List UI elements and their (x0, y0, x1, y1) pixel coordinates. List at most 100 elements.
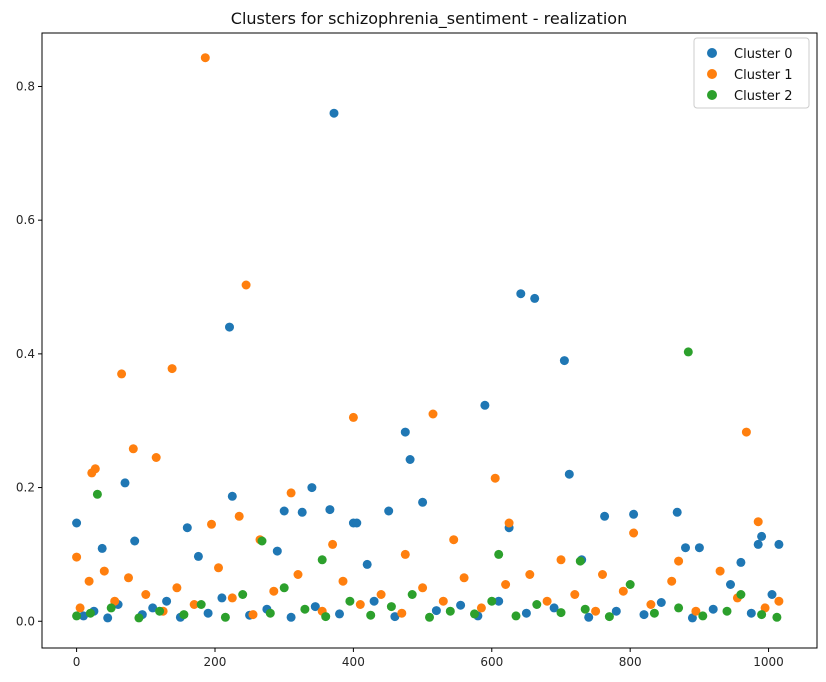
data-point (600, 511, 610, 521)
data-point (234, 511, 244, 521)
data-point (97, 543, 107, 553)
data-point (265, 608, 275, 618)
y-tick-label: 0.0 (16, 614, 35, 628)
data-point (128, 444, 138, 454)
data-point (521, 608, 531, 618)
data-point (470, 609, 479, 619)
data-point (130, 536, 140, 546)
data-point (418, 583, 428, 593)
data-point (584, 612, 594, 622)
axes: 0 200 400 600 800 1000 0.0 0.2 0.4 0.6 0.8 (16, 32, 818, 669)
data-point (674, 603, 684, 613)
data-point (774, 596, 784, 606)
data-point (225, 322, 234, 332)
y-tick-label: 0.4 (16, 347, 35, 361)
data-point (757, 610, 767, 620)
y-tick-label: 0.2 (16, 481, 35, 495)
x-tick-label: 0 (73, 655, 81, 669)
legend-marker (707, 90, 717, 100)
data-point (698, 611, 708, 621)
data-point (649, 608, 659, 618)
data-point (72, 518, 82, 528)
data-point (248, 610, 258, 620)
data-point (352, 518, 362, 528)
data-point (217, 593, 227, 603)
y-tick-label: 0.8 (16, 79, 35, 93)
data-point (487, 596, 497, 606)
data-point (106, 603, 116, 613)
data-point (338, 576, 348, 586)
data-point (504, 518, 514, 528)
legend-label: Cluster 0 (734, 47, 793, 62)
data-point (227, 593, 237, 603)
data-point (348, 412, 358, 422)
data-point (279, 583, 289, 593)
data-point (681, 543, 690, 553)
data-point (691, 606, 701, 616)
axes-frame (41, 32, 818, 649)
data-point (580, 604, 590, 614)
x-tick-label: 800 (619, 655, 642, 669)
data-point (646, 600, 656, 609)
data-point (490, 473, 500, 483)
data-point (683, 347, 693, 357)
data-point (736, 557, 746, 567)
data-point (511, 611, 521, 621)
data-point (220, 612, 230, 622)
data-point (179, 610, 189, 620)
data-point (172, 583, 182, 593)
data-point (241, 280, 251, 290)
data-point (767, 590, 777, 599)
data-point (196, 600, 206, 609)
data-point (405, 455, 415, 464)
data-point (355, 600, 365, 609)
data-point (362, 559, 372, 569)
data-point (203, 608, 213, 618)
data-point (151, 453, 161, 462)
data-point (418, 497, 428, 507)
data-point (708, 604, 718, 614)
data-point (400, 549, 410, 559)
data-point (753, 517, 763, 527)
series-cluster-1 (72, 53, 784, 620)
data-point (297, 507, 307, 517)
data-point (72, 611, 82, 621)
data-point (407, 590, 417, 599)
x-tick-label: 200 (204, 655, 227, 669)
data-point (376, 590, 386, 599)
data-point (694, 543, 704, 553)
data-point (193, 551, 203, 561)
data-point (397, 608, 407, 618)
data-point (366, 610, 376, 620)
data-point (369, 596, 379, 606)
data-point (84, 576, 94, 586)
data-point (656, 598, 666, 607)
data-point (611, 606, 621, 616)
data-point (559, 356, 569, 366)
data-point (494, 596, 504, 606)
data-point (532, 600, 542, 609)
data-point (746, 608, 756, 618)
data-point (329, 108, 339, 118)
data-point (155, 606, 165, 616)
data-point (72, 552, 82, 562)
data-point (570, 590, 580, 599)
x-tick-label: 600 (480, 655, 503, 669)
data-point (549, 603, 559, 613)
data-point (672, 507, 682, 517)
data-point (75, 603, 85, 613)
data-point (286, 612, 296, 622)
data-point (124, 573, 133, 583)
data-point (516, 289, 526, 299)
y-tick-label: 0.6 (16, 213, 35, 227)
data-point (591, 606, 601, 616)
data-point (618, 586, 628, 596)
data-point (726, 580, 735, 589)
data-point (85, 608, 95, 618)
data-point (307, 483, 317, 493)
data-point (214, 563, 223, 573)
data-point (148, 603, 158, 613)
data-point (525, 570, 535, 579)
legend-marker (707, 48, 717, 58)
